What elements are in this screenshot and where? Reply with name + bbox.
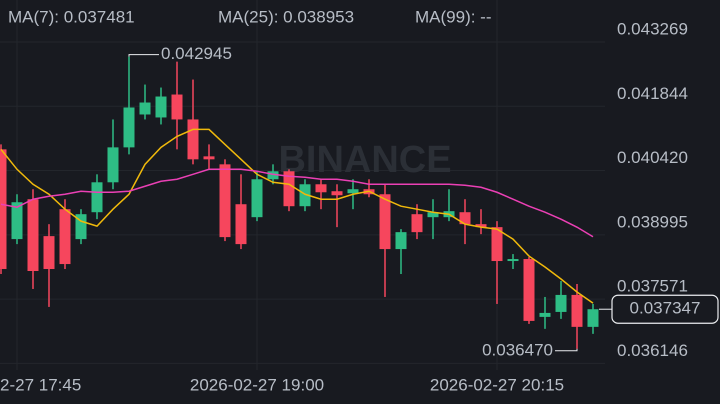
annotation-line xyxy=(555,348,578,352)
y-tick-label: 0.038995 xyxy=(617,212,688,231)
candle-body xyxy=(123,107,135,148)
legend-entry: MA(99): -- xyxy=(415,7,492,26)
candle-body xyxy=(427,212,439,218)
candle-body xyxy=(347,189,359,194)
candle-body xyxy=(571,294,583,327)
y-tick-label: 0.037571 xyxy=(617,277,688,296)
candle-body xyxy=(187,119,199,160)
candle-body xyxy=(459,212,471,225)
candle-body xyxy=(523,259,535,321)
legend-entry: MA(7): 0.037481 xyxy=(8,7,135,26)
y-tick-label: 0.041844 xyxy=(617,84,688,103)
candle-body xyxy=(331,191,343,196)
candle-body xyxy=(59,209,71,265)
candle-body xyxy=(491,227,503,262)
candle-body xyxy=(107,147,119,183)
candle-body xyxy=(379,194,391,250)
candle-body xyxy=(235,204,247,245)
candle-body xyxy=(283,171,295,207)
candle-body xyxy=(299,184,311,207)
candle-body xyxy=(267,171,279,180)
y-tick-label: 0.036146 xyxy=(617,341,688,360)
candle-body xyxy=(251,179,263,218)
candle-body xyxy=(539,312,551,317)
x-tick-label: 2-27 17:45 xyxy=(0,375,81,394)
ma-line xyxy=(0,128,594,304)
candle-body xyxy=(91,182,103,213)
candle-body xyxy=(75,214,87,240)
candle-body xyxy=(155,96,167,118)
candle-body xyxy=(219,164,231,238)
candle-body xyxy=(411,214,423,233)
annotation-line xyxy=(128,54,159,57)
candle-body xyxy=(139,102,151,115)
candle-body xyxy=(395,232,407,250)
y-tick-label: 0.043269 xyxy=(617,19,688,38)
x-tick-label: 2026-02-27 19:00 xyxy=(190,375,324,394)
legend-entry: MA(25): 0.038953 xyxy=(218,7,354,26)
candle-body xyxy=(11,202,23,240)
x-tick-label: 2026-02-27 20:15 xyxy=(430,375,564,394)
candle-body xyxy=(555,294,567,312)
candle-body xyxy=(315,184,327,193)
candle-body xyxy=(171,94,183,120)
price-box xyxy=(611,294,719,324)
y-tick-label: 0.040420 xyxy=(617,148,688,167)
candle-body xyxy=(587,309,599,327)
annotation-label: 0.042945 xyxy=(161,44,232,63)
candle-body xyxy=(203,156,215,160)
watermark: BINANCE xyxy=(278,139,451,181)
ma-line xyxy=(0,168,594,238)
candle-body xyxy=(507,259,519,262)
candle-body xyxy=(43,236,55,270)
candle-body xyxy=(475,224,487,228)
price-label: 0.037347 xyxy=(630,299,701,318)
annotation-label: 0.036470 xyxy=(482,340,553,359)
candle-body xyxy=(27,199,39,272)
candle-body xyxy=(0,149,7,270)
